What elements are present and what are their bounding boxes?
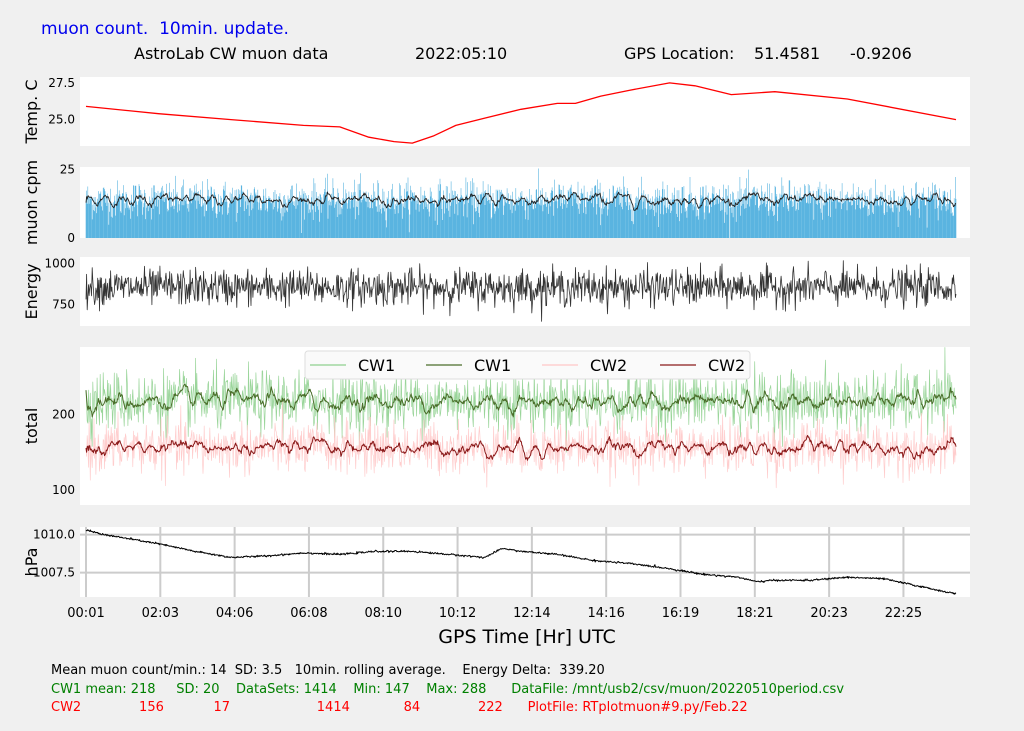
legend-label-3: CW2 — [590, 356, 627, 375]
muon-cpm-bars — [85, 168, 957, 238]
panel-4-ytick-label: 100 — [52, 483, 75, 497]
total-legend: CW1 CW1 CW2 CW2 — [304, 350, 751, 380]
x-tick-label: 14:16 — [587, 606, 624, 621]
muon-cpm-rolling-average — [85, 191, 957, 211]
stats-line-cw1: CW1 mean: 218 SD: 20 DataSets: 1414 Min:… — [51, 682, 845, 697]
stats-line-muon: Mean muon count/min.: 14 SD: 3.5 10min. … — [51, 663, 605, 678]
panel-3-ytick-label: 1000 — [44, 257, 75, 271]
stats-line-cw2: CW2 156 17 1414 84 222 PlotFile: RTplotm… — [51, 700, 748, 715]
top-caption: muon count. 10min. update. — [41, 19, 289, 39]
gps-latitude: 51.4581 — [754, 44, 821, 63]
panel-3-ylabel: Energy — [22, 263, 41, 319]
energy-line — [85, 260, 957, 322]
panel-5-ylabel: hPa — [22, 548, 41, 577]
panel-1-ytick-label: 25.0 — [48, 113, 75, 127]
cw1-rolling-average-line — [85, 383, 957, 418]
x-axis-label: GPS Time [Hr] UTC — [438, 626, 615, 648]
cw2-raw-line — [85, 401, 957, 489]
x-tick-label: 02:03 — [142, 606, 179, 621]
x-tick-label: 10:12 — [439, 606, 476, 621]
date-label: 2022:05:10 — [415, 44, 508, 63]
gps-location-label: GPS Location: — [624, 44, 735, 63]
x-tick-label: 06:08 — [290, 606, 327, 621]
panel-4-ylabel: total — [22, 408, 41, 445]
chart-title: AstroLab CW muon data — [134, 44, 329, 63]
panel-5-background — [80, 527, 970, 597]
x-tick-label: 08:10 — [365, 606, 402, 621]
panel-5-ytick-label: 1007.5 — [33, 566, 75, 580]
x-tick-label: 18:21 — [736, 606, 773, 621]
legend-label-1: CW1 — [358, 356, 395, 375]
legend-frame — [304, 350, 751, 380]
x-tick-label: 04:06 — [216, 606, 253, 621]
legend-label-2: CW1 — [474, 356, 511, 375]
panel-3-ytick-label: 750 — [52, 298, 75, 312]
legend-label-4: CW2 — [708, 356, 745, 375]
panel-2-ylabel: muon cpm — [22, 160, 41, 245]
x-tick-label: 16:19 — [662, 606, 699, 621]
cw2-rolling-average-line — [85, 434, 957, 461]
panel-1-background — [80, 77, 970, 146]
temperature-line — [85, 82, 957, 144]
panel-1-ytick-label: 27.5 — [48, 76, 75, 90]
panel-2-ytick-label: 25 — [60, 163, 75, 177]
x-tick-label: 00:01 — [67, 606, 104, 621]
panel-5-ytick-label: 1010.0 — [33, 528, 75, 542]
x-tick-label: 20:23 — [810, 606, 847, 621]
panel-4-ytick-label: 200 — [52, 408, 75, 422]
panel-2-ytick-label: 0 — [67, 231, 75, 245]
pressure-line — [85, 529, 957, 595]
x-tick-label: 22:25 — [885, 606, 922, 621]
x-tick-label: 12:14 — [513, 606, 550, 621]
panel-1-ylabel: Temp. C — [22, 80, 41, 145]
gps-longitude: -0.9206 — [850, 44, 912, 63]
